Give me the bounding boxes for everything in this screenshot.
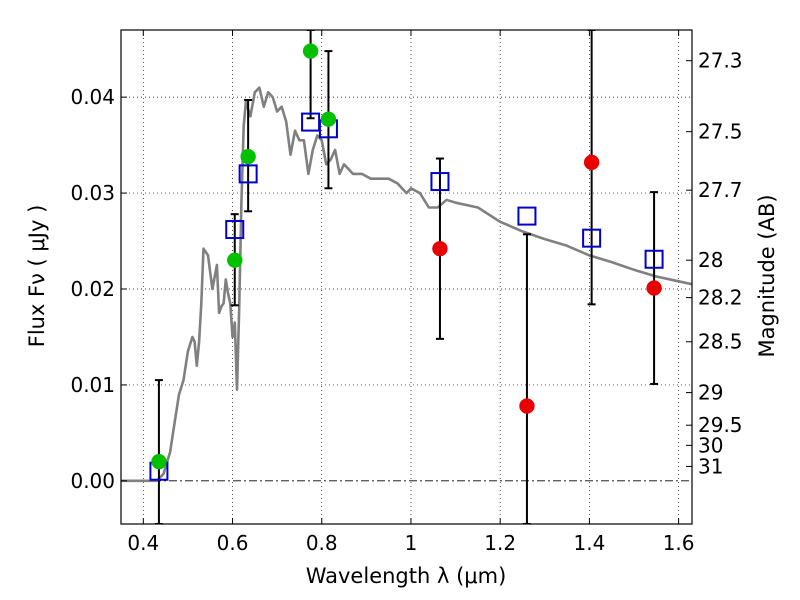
x-axis-label: Wavelength λ (μm) — [306, 564, 507, 588]
grid-lines — [121, 30, 692, 524]
magnitude-tick-label: 30 — [698, 433, 723, 457]
observed-point-red — [432, 240, 448, 257]
x-tick-label: 0.6 — [217, 531, 249, 555]
magnitude-tick-label: 29 — [698, 381, 723, 405]
x-tick-label: 1.4 — [573, 531, 605, 555]
magnitude-tick-label: 27.5 — [698, 120, 743, 144]
magnitude-tick-label: 28.5 — [698, 330, 743, 354]
y-tick-label: 0.04 — [70, 85, 115, 109]
x-tick-label: 1.2 — [484, 531, 516, 555]
model-photometry-square — [582, 228, 602, 248]
y-tick-label: 0.00 — [70, 469, 115, 493]
observed-point-green — [302, 43, 319, 59]
plot-frame — [120, 29, 693, 525]
x-tick-label: 0.4 — [127, 531, 159, 555]
model-spectrum-line — [121, 86, 692, 483]
y-tick-label: 0.01 — [70, 373, 115, 397]
magnitude-tick-label: 27.7 — [698, 178, 743, 202]
observed-point-green — [151, 453, 167, 470]
model-photometry-square — [644, 249, 664, 269]
magnitude-tick-label: 31 — [698, 454, 723, 478]
observed-point-red — [519, 398, 535, 414]
x-tick-label: 1 — [405, 531, 418, 555]
y-tick-label: 0.03 — [70, 181, 115, 205]
observed-point-green — [320, 111, 337, 127]
x-tick-label: 0.8 — [306, 531, 338, 555]
plot-area — [121, 30, 692, 524]
magnitude-axis-label: Magnitude (AB) — [755, 194, 779, 357]
model-photometry-square — [430, 172, 450, 192]
observed-point-green — [240, 148, 256, 165]
observed-point-red — [646, 280, 662, 296]
model-photometry-square — [517, 206, 537, 226]
observed-point-green — [227, 252, 243, 268]
x-tick-label: 1.6 — [663, 531, 695, 555]
y-axis-ticks: 0.00 0.01 0.02 0.03 0.04 — [70, 85, 127, 493]
magnitude-tick-label: 28 — [698, 248, 723, 272]
magnitude-tick-label: 29.5 — [698, 413, 743, 437]
plot-content — [121, 30, 692, 524]
model-photometry-square — [225, 220, 245, 240]
magnitude-tick-label: 28.2 — [698, 286, 743, 310]
observed-point-red — [583, 154, 600, 171]
x-axis-ticks: 0.4 0.6 0.8 1 1.2 1.4 1.6 — [127, 30, 695, 555]
y-axis-label: Flux Fν ( μJy ) — [25, 205, 49, 348]
model-photometry-square — [238, 164, 258, 184]
y-tick-label: 0.02 — [70, 277, 115, 301]
magnitude-tick-label: 27.3 — [698, 49, 743, 73]
